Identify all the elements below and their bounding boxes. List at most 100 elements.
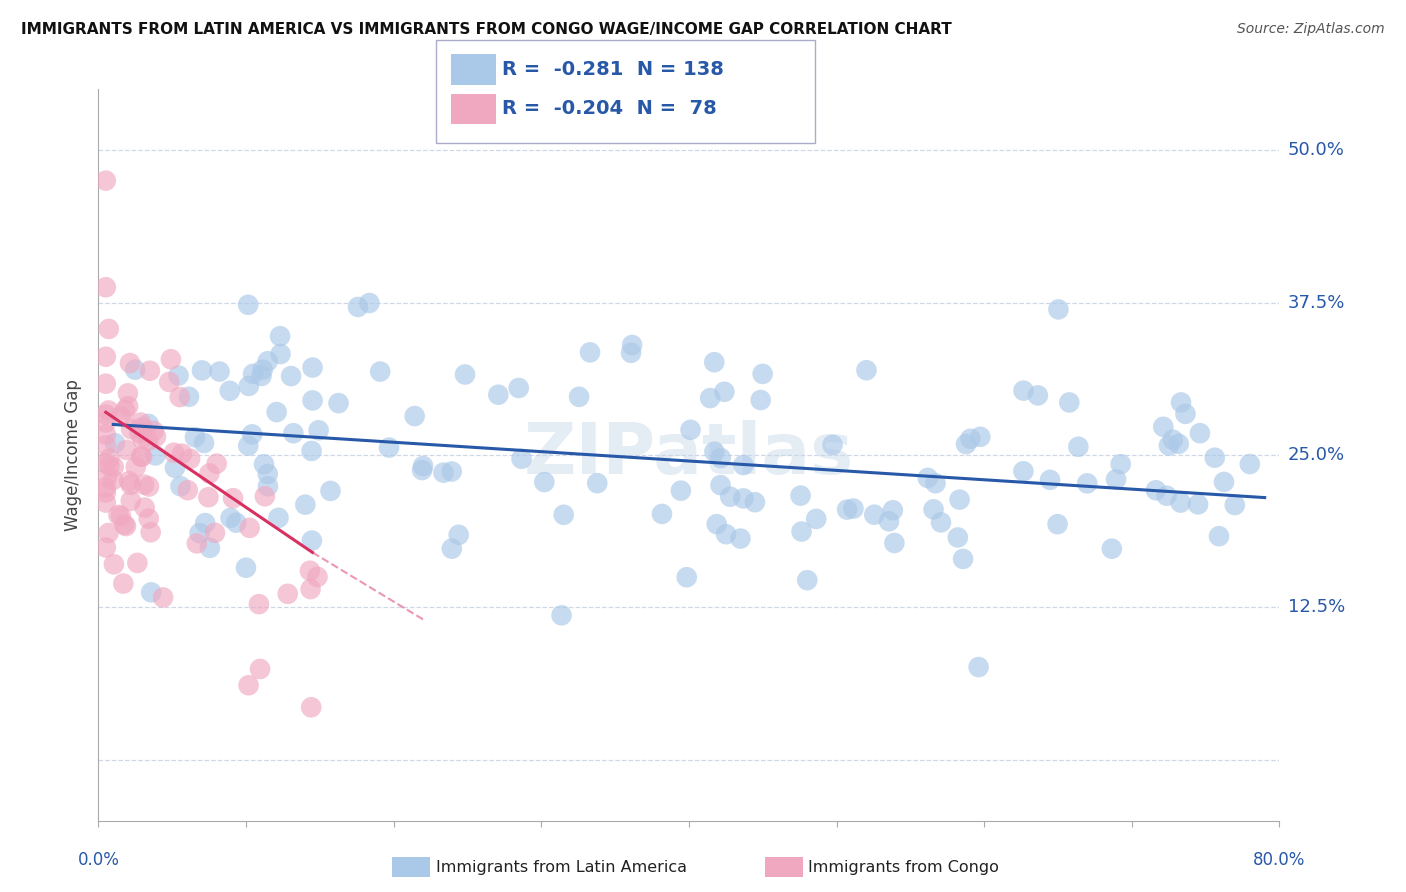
Point — [432, 466, 454, 480]
Point — [967, 660, 990, 674]
Point — [1012, 464, 1035, 478]
Point — [703, 355, 725, 369]
Point — [98, 451, 121, 466]
Point — [454, 368, 477, 382]
Point — [103, 558, 125, 572]
Point — [412, 458, 434, 473]
Point — [104, 436, 127, 450]
Point — [790, 524, 813, 539]
Point — [103, 460, 125, 475]
Point — [929, 516, 952, 530]
Point — [197, 490, 219, 504]
Point — [222, 491, 245, 506]
Point — [257, 479, 280, 493]
Point — [131, 432, 153, 446]
Point — [411, 463, 433, 477]
Point — [280, 369, 302, 384]
Point — [706, 517, 728, 532]
Text: R =  -0.204  N =  78: R = -0.204 N = 78 — [502, 99, 717, 119]
Point — [922, 502, 945, 516]
Point — [94, 541, 117, 555]
Point — [359, 296, 381, 310]
Point — [198, 541, 221, 555]
Point — [94, 485, 117, 500]
Point — [218, 384, 240, 398]
Point — [94, 438, 117, 452]
Point — [142, 424, 165, 438]
Point — [177, 390, 200, 404]
Point — [114, 403, 136, 417]
Point — [1161, 433, 1184, 447]
Point — [239, 521, 262, 535]
Point — [277, 587, 299, 601]
Point — [946, 531, 969, 545]
Point — [1152, 419, 1174, 434]
Point — [134, 500, 156, 515]
Point — [568, 390, 591, 404]
Point — [378, 441, 401, 455]
Point — [1204, 450, 1226, 465]
Point — [235, 560, 257, 574]
Point — [139, 364, 162, 378]
Point — [157, 375, 180, 389]
Point — [145, 429, 167, 443]
Point — [112, 517, 135, 532]
Point — [129, 450, 152, 464]
Point — [789, 489, 811, 503]
Point — [1012, 384, 1035, 398]
Point — [1105, 472, 1128, 486]
Point — [586, 476, 609, 491]
Point — [193, 436, 215, 450]
Point — [1046, 517, 1069, 532]
Point — [253, 457, 276, 471]
Point — [863, 508, 886, 522]
Point — [301, 393, 323, 408]
Point — [553, 508, 575, 522]
Point — [270, 347, 292, 361]
Point — [404, 409, 426, 423]
Point — [120, 422, 142, 436]
Point — [238, 379, 260, 393]
Point — [579, 345, 602, 359]
Point — [486, 387, 509, 401]
Point — [710, 450, 733, 465]
Point — [117, 386, 139, 401]
Point — [117, 399, 139, 413]
Point — [1239, 457, 1261, 471]
Point — [1208, 529, 1230, 543]
Point — [917, 471, 939, 485]
Point — [179, 451, 201, 466]
Point — [256, 354, 278, 368]
Point — [952, 552, 974, 566]
Point — [132, 477, 155, 491]
Point — [96, 470, 118, 484]
Text: R =  -0.281  N = 138: R = -0.281 N = 138 — [502, 60, 724, 79]
Point — [703, 444, 725, 458]
Point — [204, 525, 226, 540]
Point — [145, 449, 167, 463]
Point — [97, 403, 120, 417]
Point — [733, 458, 755, 472]
Point — [1026, 388, 1049, 402]
Point — [969, 430, 991, 444]
Point — [679, 423, 702, 437]
Point — [247, 597, 270, 611]
Point — [294, 498, 316, 512]
Point — [138, 417, 160, 431]
Point — [97, 526, 120, 541]
Point — [129, 416, 152, 430]
Point — [177, 483, 200, 498]
Point — [194, 516, 217, 530]
Point — [269, 329, 291, 343]
Point — [447, 528, 470, 542]
Point — [319, 483, 342, 498]
Point — [620, 346, 643, 360]
Point — [1067, 440, 1090, 454]
Point — [186, 536, 208, 550]
Text: 12.5%: 12.5% — [1288, 599, 1346, 616]
Point — [621, 338, 644, 352]
Point — [141, 585, 163, 599]
Point — [107, 508, 129, 522]
Point — [115, 519, 138, 533]
Point — [256, 467, 278, 481]
